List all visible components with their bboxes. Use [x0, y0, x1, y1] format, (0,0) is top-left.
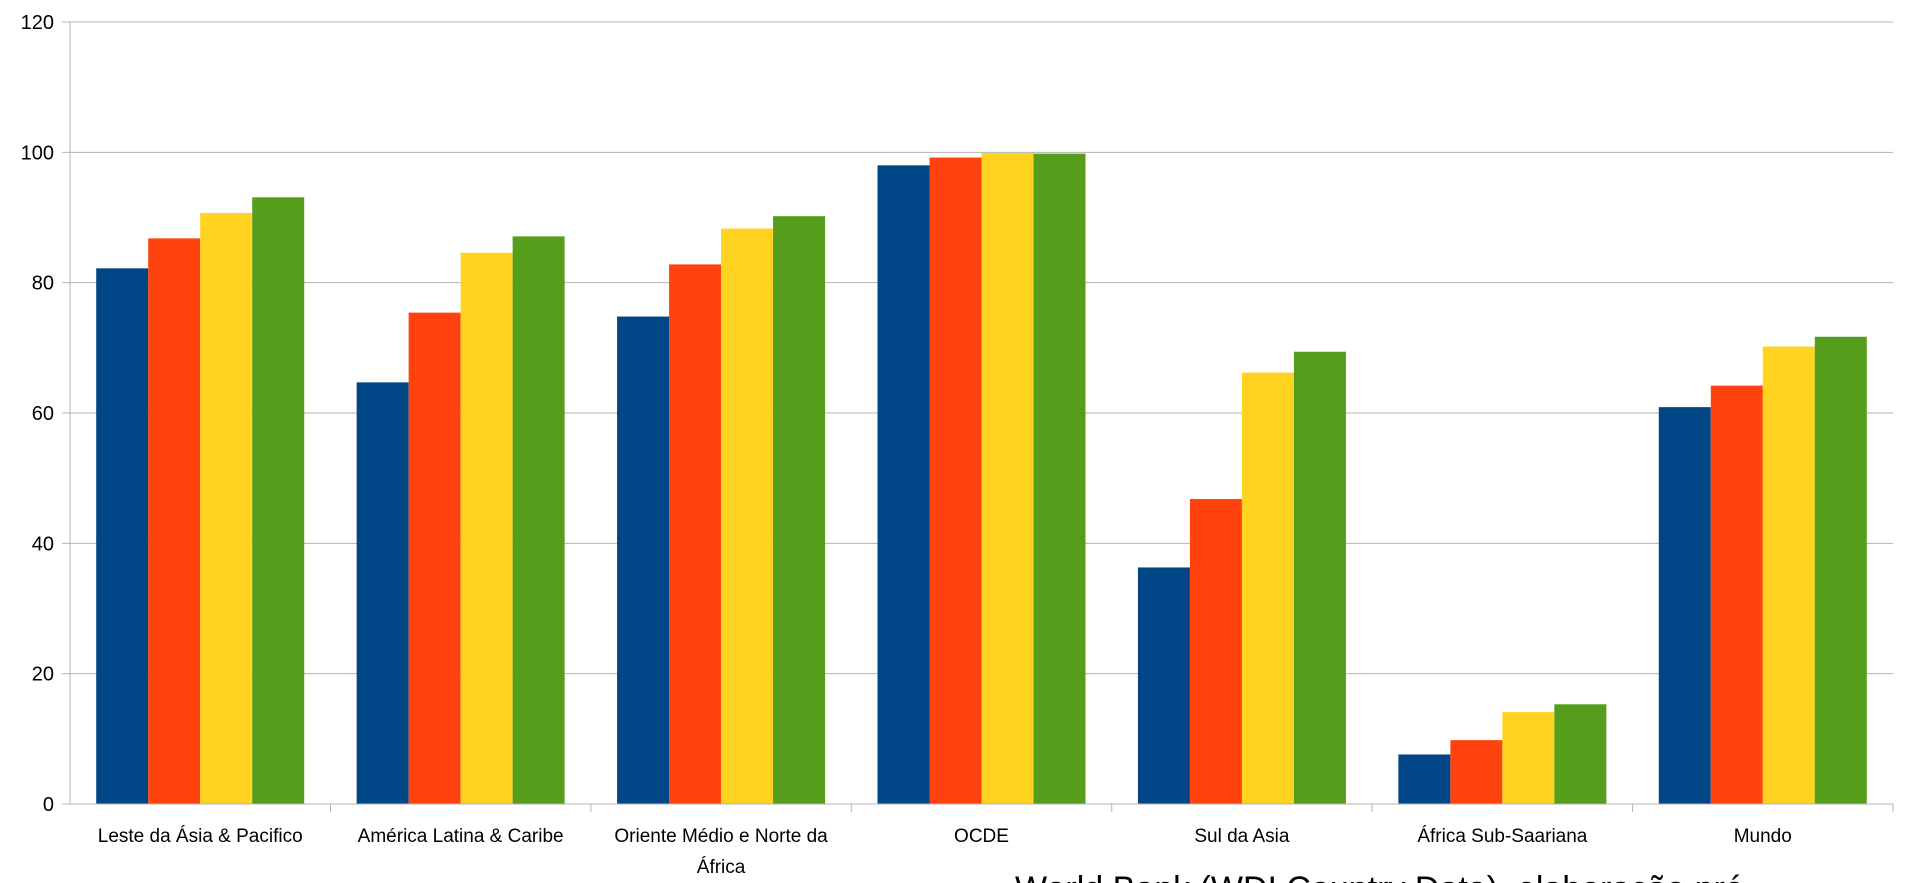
source-note: World Bank (WDI Country Data), elaboraçã…: [1015, 870, 1744, 883]
y-tick-labels: 0 20 40 60 80 100 120: [21, 12, 54, 816]
bar: [981, 152, 1034, 805]
bar: [1502, 712, 1555, 804]
x-tick-label: África Sub-Saariana: [1417, 826, 1587, 847]
bar: [1189, 499, 1242, 804]
x-tick-label: Sul da Asia: [1194, 826, 1289, 847]
bar: [1762, 346, 1815, 804]
bar: [1398, 754, 1451, 804]
bar: [1033, 153, 1086, 805]
x-tick-labels: Leste da Ásia & Pacifico América Latina &…: [98, 826, 1792, 878]
bar: [460, 252, 513, 804]
y-tick-label: 100: [21, 142, 54, 164]
bar: [1241, 372, 1294, 804]
bar: [773, 216, 826, 805]
bar: [1710, 385, 1763, 804]
bar: [356, 382, 409, 804]
bar: [617, 316, 670, 804]
axes: [62, 21, 1894, 812]
bar: [1450, 740, 1503, 804]
y-tick-label: 0: [43, 794, 54, 816]
bar: [1293, 351, 1346, 804]
bar: [96, 268, 149, 805]
bar: [200, 212, 253, 804]
bars: [96, 152, 1867, 805]
bar: [877, 165, 930, 804]
y-tick-label: 60: [32, 403, 54, 425]
bar: [929, 157, 982, 805]
x-tick-label: América Latina & Caribe: [358, 826, 564, 847]
bar: [148, 238, 201, 804]
x-tick-label: Mundo: [1734, 826, 1792, 847]
bar: [252, 197, 305, 804]
bar: [1554, 704, 1607, 804]
x-tick-label: Oriente Médio e Norte da África: [614, 826, 828, 878]
bar: [1137, 567, 1190, 804]
bar: [1658, 407, 1711, 804]
bar: [512, 236, 565, 805]
bar: [721, 228, 774, 804]
bar: [669, 264, 722, 804]
y-tick-label: 20: [32, 664, 54, 686]
y-tick-label: 120: [21, 12, 54, 34]
x-tick-label: OCDE: [954, 826, 1009, 847]
y-tick-label: 80: [32, 273, 54, 295]
x-tick-label: Leste da Ásia & Pacifico: [98, 826, 303, 847]
bar: [1814, 336, 1867, 804]
y-tick-label: 40: [32, 533, 54, 555]
bar: [408, 312, 461, 804]
